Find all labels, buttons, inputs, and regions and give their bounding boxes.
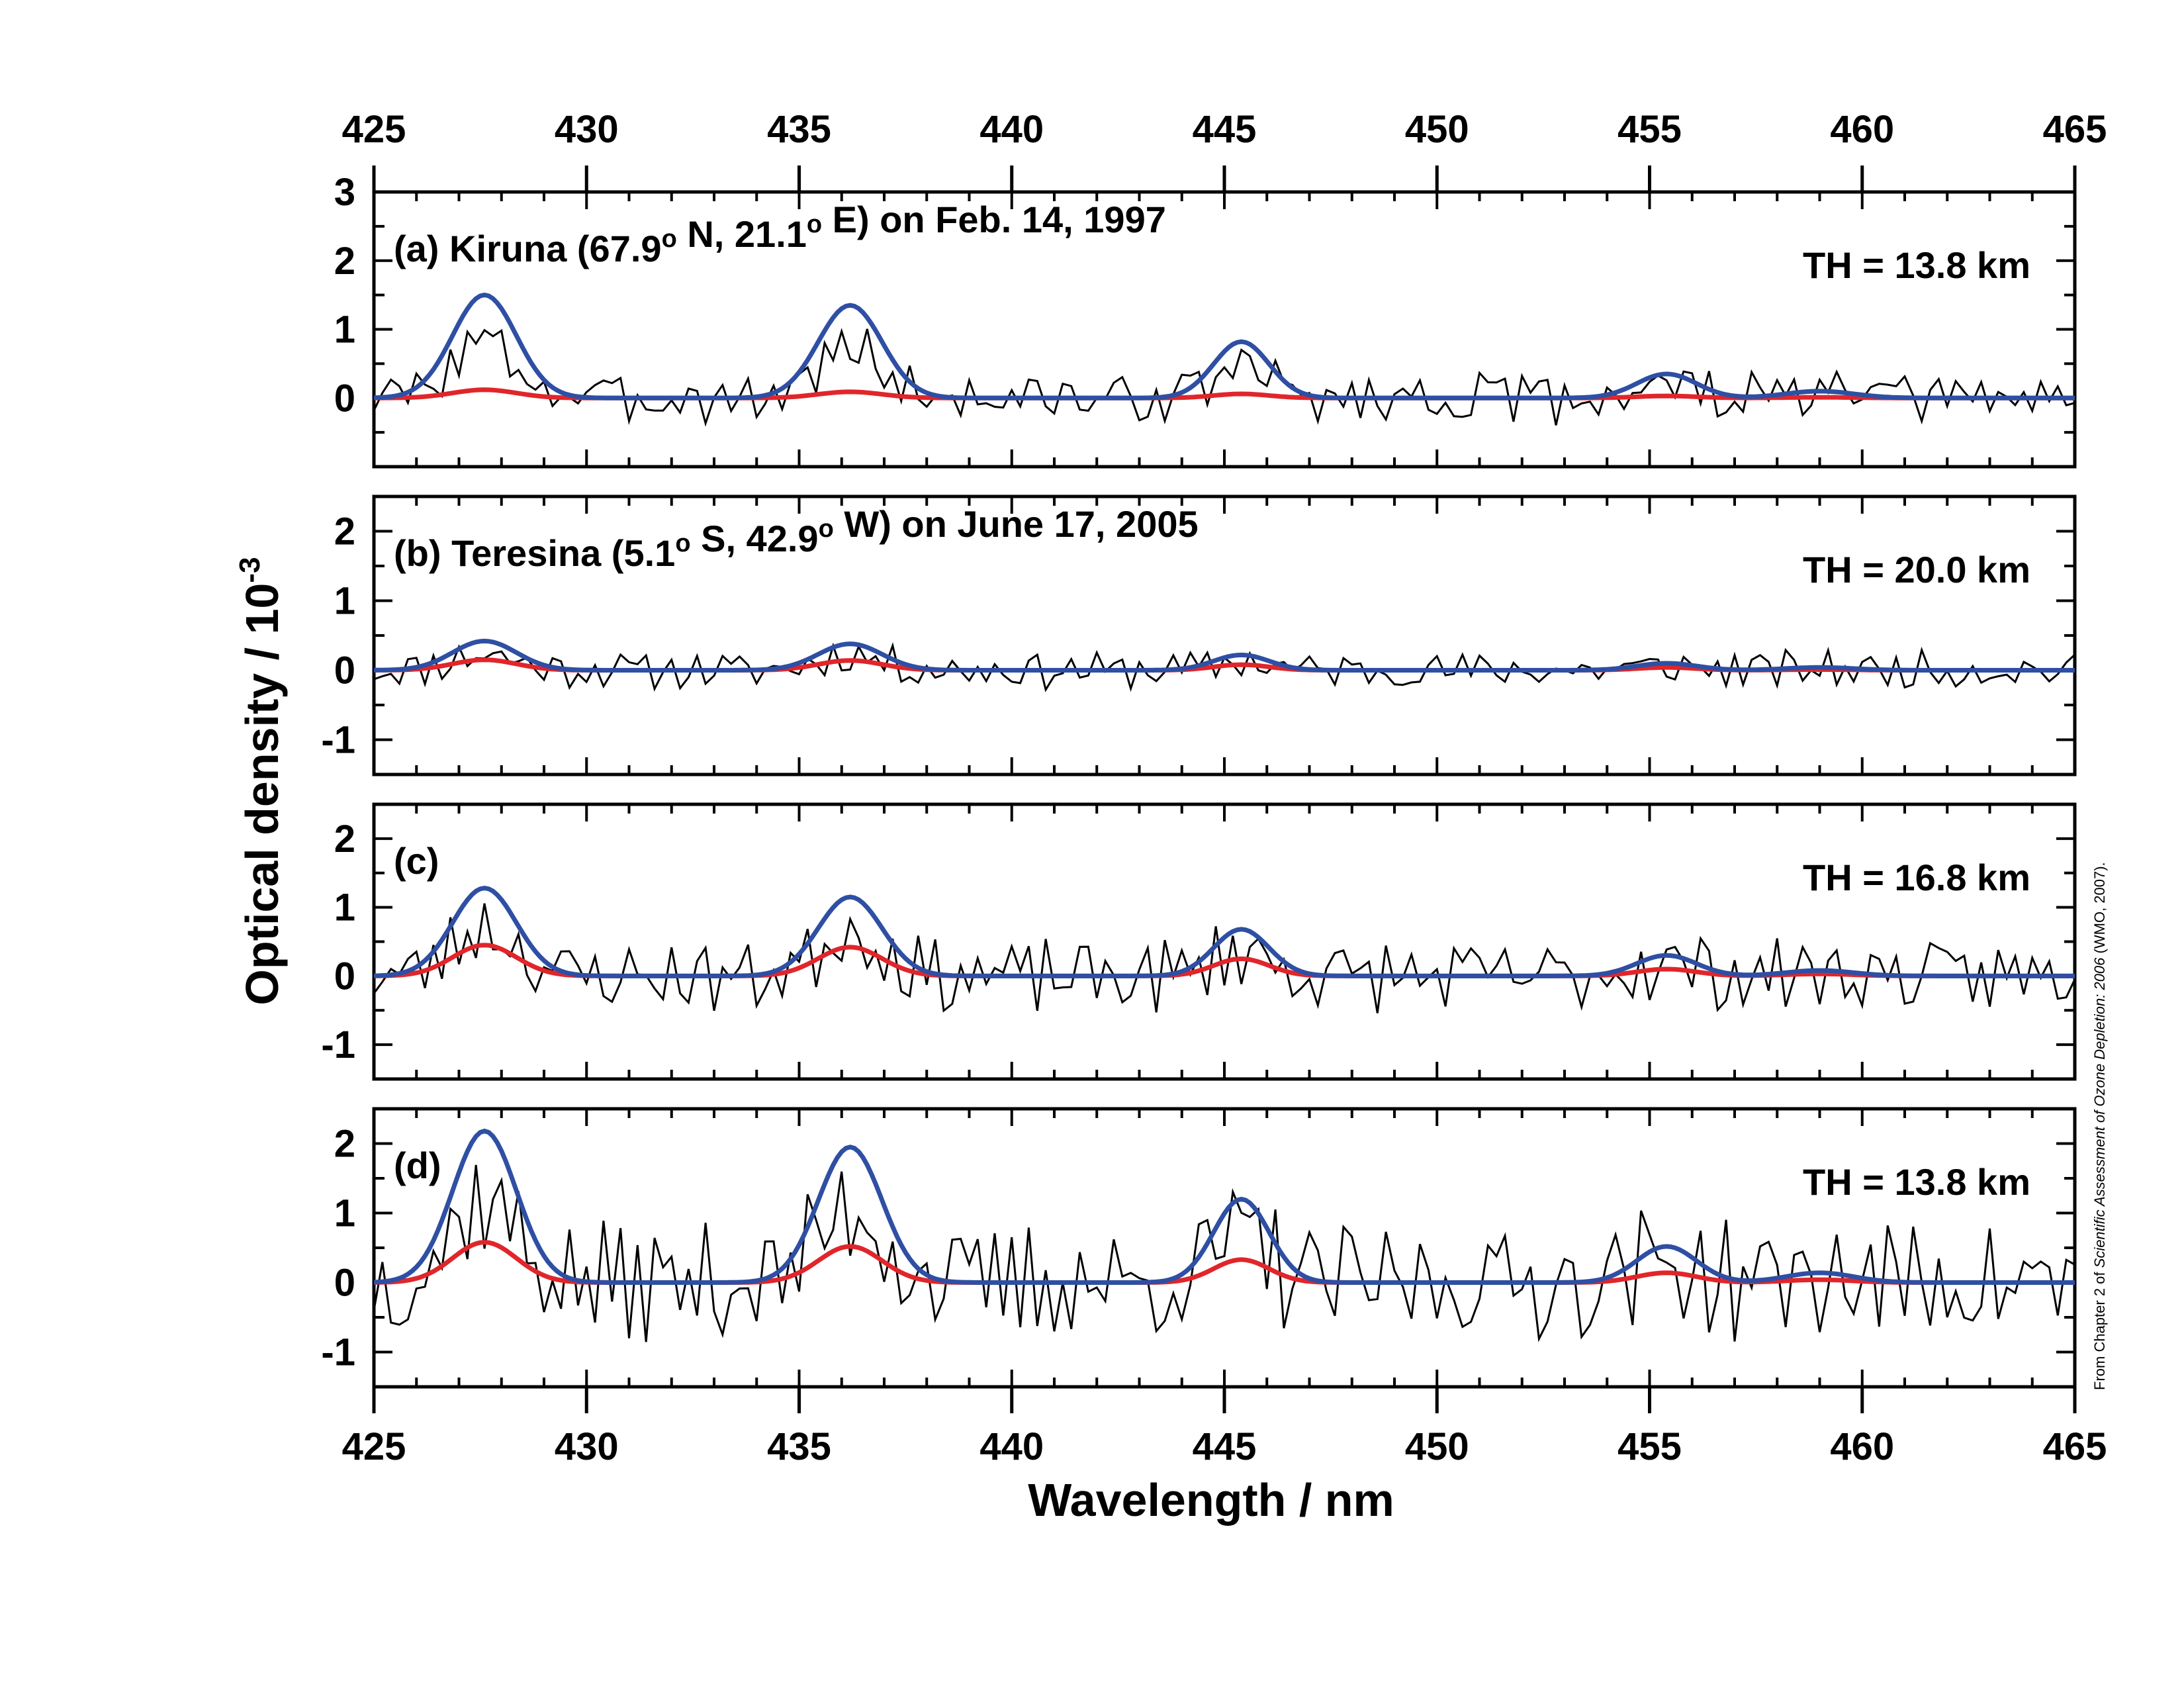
y-tick-label-c: -1 [321,1023,355,1066]
bottom-x-tick-label: 465 [2043,1425,2107,1468]
y-tick-label-b: -1 [321,719,355,762]
top-x-tick-label: 465 [2043,108,2107,151]
panel-d-th: TH = 13.8 km [1803,1161,2030,1203]
series-fit-blue-c [374,886,2075,978]
panel-b-th: TH = 20.0 km [1803,549,2030,590]
y-tick-label-b: 1 [334,580,355,623]
panel-a: 0 1 2 3 (a) Kiruna (67.9o N, 21.1o E) on Feb… [334,171,2077,469]
credit-prefix: From Chapter 2 of [2091,1268,2108,1390]
y-tick-label-c: 0 [334,955,355,998]
panels: 0 1 2 3 (a) Kiruna (67.9o N, 21.1o E) on Feb… [321,171,2077,1389]
y-axis-title-exponent: -3 [234,557,266,583]
panel-c-label: (c) [394,840,439,882]
panel-b-label: (b) Teresina (5.1o S, 42.9o W) on June 1… [394,503,1199,574]
top-x-tick-label: 460 [1830,108,1894,151]
y-tick-label-a: 1 [334,308,355,352]
panel-c-th: TH = 16.8 km [1803,857,2030,898]
panel-c-frame [372,802,2077,1081]
bottom-x-tick-label: 425 [342,1425,406,1468]
top-x-tick-label: 440 [979,108,1044,151]
series-fit-red-d [374,1240,2075,1285]
y-tick-label-d: 1 [334,1192,355,1235]
top-x-tick-label: 445 [1193,108,1257,151]
bottom-x-tick-label: 445 [1193,1425,1257,1468]
y-tick-label-c: 2 [334,818,355,861]
y-tick-label-d: 2 [334,1123,355,1166]
y-tick-label-a: 2 [334,240,355,283]
y-tick-label-a: 3 [334,171,355,214]
credit-title: Scientific Assessment of Ozone Depletion… [2091,957,2108,1268]
panel-a-label: (a) Kiruna (67.9o N, 21.1o E) on Feb. 14… [394,199,1166,269]
source-credit: From Chapter 2 of Scientific Assessment … [2091,862,2108,1390]
panel-c: -1 0 1 2 (c) TH = 16.8 km [321,802,2077,1081]
bottom-x-tick-label: 440 [979,1425,1044,1468]
series-fit-blue-d [374,1128,2075,1285]
y-tick-label-b: 0 [334,649,355,692]
series-fit-blue-b [374,638,2075,673]
panel-a-th: TH = 13.8 km [1803,244,2030,286]
y-tick-label-b: 2 [334,510,355,553]
y-tick-label-d: 0 [334,1262,355,1305]
panel-d-frame [372,1107,2077,1389]
y-axis-title-text: Optical density / 10 [236,583,288,1006]
x-axis-title: Wavelength / nm [1028,1474,1394,1526]
panel-b: -1 0 1 2 (b) Teresina (5.1o S, 42.9o W) on J… [321,494,2077,776]
series-fit-blue-a [374,293,2075,400]
bottom-x-tick-label: 435 [767,1425,831,1468]
panel-d: -1 0 1 2 (d) TH = 13.8 km [321,1107,2077,1389]
panel-d-label: (d) [394,1145,441,1186]
series-measured-c [374,903,2075,1013]
bottom-x-tick-label: 455 [1617,1425,1682,1468]
top-x-tick-label: 450 [1405,108,1469,151]
top-x-tick-label: 455 [1617,108,1682,151]
credit-suffix: (WMO, 2007). [2091,862,2108,957]
top-x-tick-label: 425 [342,108,406,151]
y-axis-title: Optical density / 10-3 [234,557,288,1005]
bottom-x-tick-label: 460 [1830,1425,1894,1468]
bottom-x-tick-label: 430 [555,1425,619,1468]
y-tick-label-a: 0 [334,377,355,420]
series-measured-a [374,328,2075,427]
y-tick-label-c: 1 [334,886,355,929]
bottom-x-tick-label: 450 [1405,1425,1469,1468]
y-tick-label-d: -1 [321,1331,355,1374]
top-x-tick-label: 435 [767,108,831,151]
bottom-x-axis: 425 430 435 440 445 450 455 460 465 [342,1387,2107,1468]
top-x-axis: 425 430 435 440 445 450 455 460 465 [342,108,2107,192]
top-x-tick-label: 430 [555,108,619,151]
